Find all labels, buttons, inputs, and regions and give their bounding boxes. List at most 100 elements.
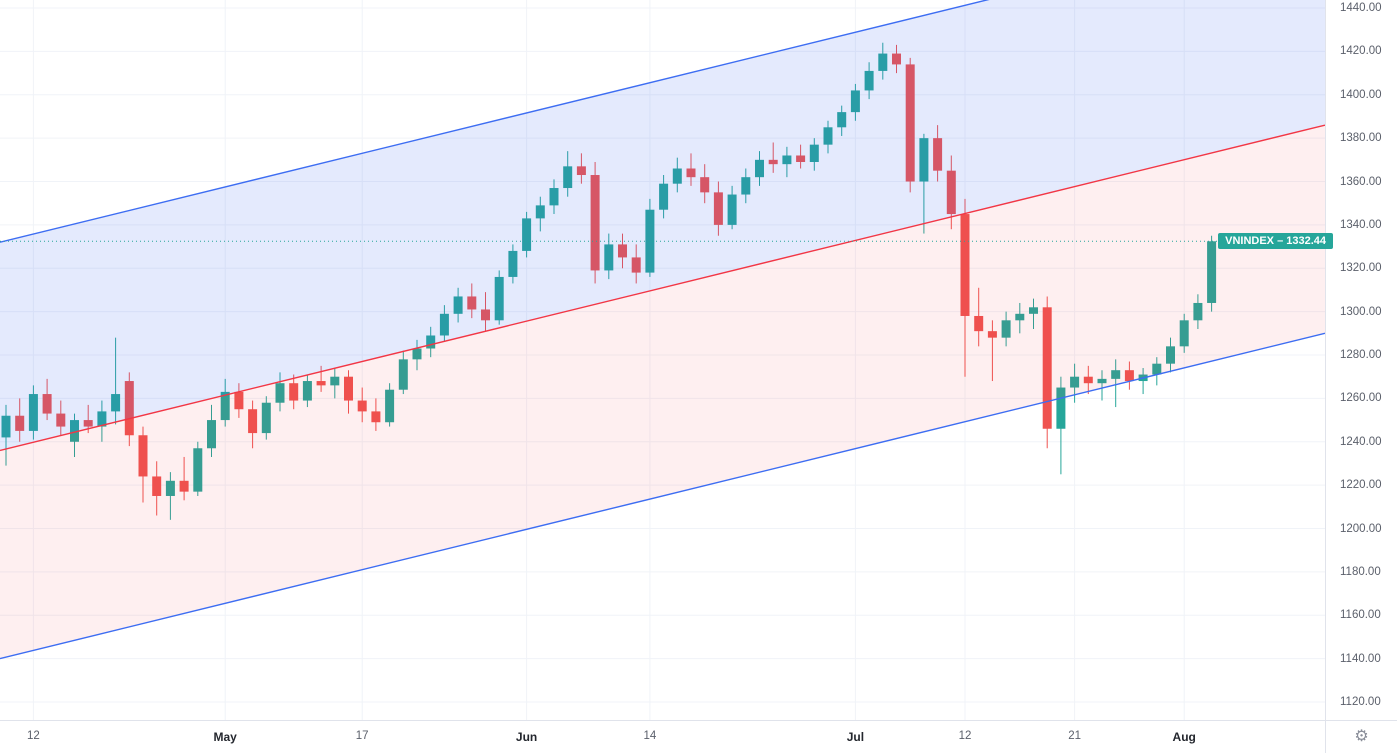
- candle-body: [659, 183, 669, 210]
- candle-body: [563, 166, 573, 189]
- candlestick-chart[interactable]: [0, 0, 1325, 720]
- price-tick-label: 1400.00: [1340, 88, 1382, 101]
- candle-body: [1083, 376, 1093, 384]
- price-tick-label: 1440.00: [1340, 2, 1382, 15]
- candle-body: [385, 389, 395, 423]
- candle-body: [42, 394, 52, 414]
- candle-body: [946, 170, 956, 215]
- last-price-text: VNINDEX – 1332.44: [1225, 235, 1326, 248]
- channel-drawing-layer[interactable]: [0, 0, 1325, 660]
- price-tick-label: 1300.00: [1340, 305, 1382, 318]
- candle-body: [426, 335, 436, 349]
- candle-body: [672, 168, 682, 184]
- candle-body: [522, 218, 532, 251]
- axis-settings-gear-icon[interactable]: ⚙: [1354, 728, 1369, 745]
- candle-body: [494, 276, 504, 321]
- price-tick-label: 1320.00: [1340, 262, 1382, 275]
- price-tick-label: 1260.00: [1340, 392, 1382, 405]
- candle-body: [892, 53, 901, 65]
- candle-body: [1179, 320, 1189, 347]
- candle-body: [933, 138, 943, 171]
- candle-body: [1166, 346, 1175, 364]
- time-tick-label: 12: [958, 730, 972, 742]
- candle-body: [823, 127, 833, 145]
- candle-body: [700, 177, 710, 193]
- price-tick-label: 1360.00: [1340, 175, 1382, 188]
- candle-body: [576, 166, 586, 176]
- candle-body: [275, 383, 285, 403]
- candle-body: [165, 480, 175, 496]
- candle-body: [234, 391, 244, 410]
- candle-body: [97, 411, 107, 427]
- price-tick-label: 1380.00: [1340, 132, 1382, 145]
- candle-body: [124, 381, 134, 436]
- candle-body: [1056, 387, 1066, 429]
- channel-top-line[interactable]: [0, 0, 1325, 243]
- candle-body: [987, 331, 997, 338]
- candle-body: [535, 205, 545, 219]
- candle-body: [179, 480, 189, 492]
- candle-body: [261, 402, 271, 434]
- candle-body: [741, 177, 751, 195]
- candle-body: [439, 313, 449, 336]
- candle-body: [412, 348, 422, 360]
- candle-body: [1111, 370, 1121, 379]
- time-tick-label: Aug: [1172, 730, 1196, 744]
- price-axis[interactable]: 1440.00 1420.00 1400.00 1380.00 1360.00 1340.…: [1325, 0, 1397, 720]
- candle-body: [713, 192, 723, 225]
- candle-body: [152, 476, 162, 496]
- price-tick-label: 1340.00: [1340, 218, 1382, 231]
- candle-body: [453, 296, 463, 314]
- candle-body: [864, 70, 874, 91]
- candle-body: [207, 420, 216, 449]
- candle-body: [905, 64, 915, 182]
- grid-layer: [0, 0, 1325, 720]
- candle-body: [398, 359, 408, 390]
- candle-body: [850, 90, 860, 113]
- price-tick-label: 1280.00: [1340, 349, 1382, 361]
- candle-body: [220, 391, 230, 421]
- candle-body: [1193, 302, 1203, 321]
- candle-body: [631, 257, 641, 273]
- channel-bottom-line[interactable]: [0, 332, 1325, 660]
- candle-body: [796, 155, 806, 162]
- price-tick-label: 1160.00: [1340, 609, 1381, 622]
- candle-body: [302, 381, 312, 401]
- candle-body: [28, 394, 38, 431]
- candle-body: [316, 381, 326, 386]
- time-tick-label: 12: [26, 730, 40, 742]
- candle-body: [604, 244, 614, 271]
- last-price-label: VNINDEX – 1332.44: [1218, 233, 1333, 250]
- time-axis[interactable]: 12 May 17 Jun 14 Jul 12 21 Aug: [0, 720, 1325, 753]
- candle-body: [1152, 363, 1162, 375]
- candle-body: [1207, 241, 1217, 303]
- chart-plot-area[interactable]: VNINDEX – 1332.44: [0, 0, 1333, 720]
- candle-body: [768, 159, 778, 165]
- price-tick-label: 1240.00: [1340, 435, 1382, 448]
- candle-body: [960, 214, 970, 316]
- candle-body: [1070, 376, 1080, 388]
- price-tick-label: 1180.00: [1340, 565, 1381, 578]
- candle-body: [330, 376, 340, 386]
- channel-median-line[interactable]: [0, 124, 1325, 452]
- candle-body: [974, 315, 984, 332]
- candle-body: [357, 400, 367, 412]
- candle-body: [809, 144, 819, 162]
- candle-body: [111, 394, 121, 412]
- candle-body: [919, 138, 929, 182]
- candle-body: [289, 383, 299, 401]
- candle-body: [645, 209, 655, 273]
- time-tick-label: 17: [355, 730, 369, 742]
- candle-body: [837, 112, 847, 128]
- candle-body: [618, 244, 627, 258]
- candle-body: [193, 448, 203, 492]
- candle-body: [248, 409, 258, 434]
- price-tick-label: 1120.00: [1340, 696, 1381, 708]
- candle-body: [83, 420, 93, 427]
- candle-body: [70, 420, 79, 442]
- candle-body: [1029, 307, 1038, 314]
- candle-body: [755, 159, 764, 178]
- candle-body: [1124, 370, 1134, 382]
- candle-body: [727, 194, 737, 225]
